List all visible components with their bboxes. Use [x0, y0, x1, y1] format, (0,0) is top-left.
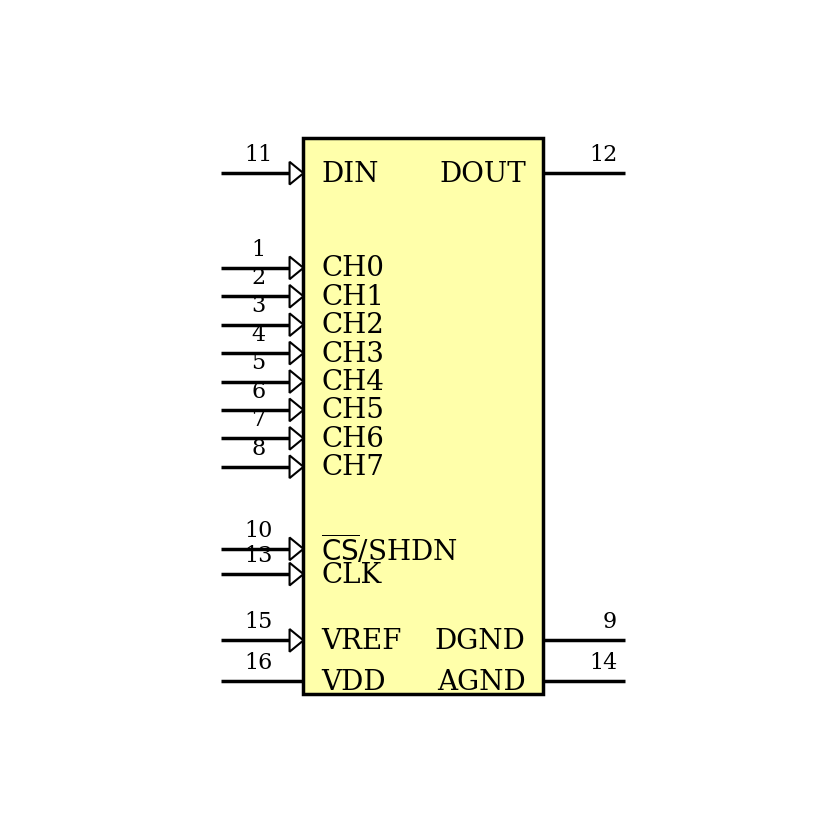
Text: 16: 16: [244, 651, 272, 673]
Polygon shape: [289, 428, 303, 450]
Bar: [303, 139, 543, 695]
Text: VDD: VDD: [321, 668, 385, 695]
Polygon shape: [289, 538, 303, 560]
Text: VREF: VREF: [321, 627, 401, 654]
Polygon shape: [289, 286, 303, 308]
Text: DOUT: DOUT: [438, 161, 525, 188]
Text: 6: 6: [251, 380, 265, 402]
Text: DGND: DGND: [434, 627, 525, 654]
Text: 3: 3: [251, 295, 265, 317]
Text: 15: 15: [244, 610, 272, 632]
Text: 14: 14: [588, 651, 617, 673]
Text: 9: 9: [603, 610, 617, 632]
Text: AGND: AGND: [437, 668, 525, 695]
Text: CH1: CH1: [321, 283, 383, 310]
Polygon shape: [289, 257, 303, 280]
Polygon shape: [289, 563, 303, 586]
Polygon shape: [289, 371, 303, 393]
Polygon shape: [289, 342, 303, 365]
Text: 10: 10: [244, 519, 272, 541]
Text: $\overline{\mathsf{CS}}$/SHDN: $\overline{\mathsf{CS}}$/SHDN: [321, 532, 458, 566]
Text: CH2: CH2: [321, 312, 383, 339]
Text: 1: 1: [251, 238, 265, 260]
Polygon shape: [289, 399, 303, 422]
Text: CH7: CH7: [321, 454, 383, 481]
Polygon shape: [289, 629, 303, 652]
Text: 7: 7: [251, 409, 265, 431]
Polygon shape: [289, 314, 303, 337]
Text: 13: 13: [244, 545, 272, 566]
Text: CH6: CH6: [321, 425, 383, 452]
Text: 12: 12: [588, 144, 617, 165]
Text: DIN: DIN: [321, 161, 378, 188]
Text: CH3: CH3: [321, 340, 383, 367]
Text: CLK: CLK: [321, 561, 381, 588]
Text: CH4: CH4: [321, 369, 383, 396]
Text: CH5: CH5: [321, 397, 383, 424]
Text: 4: 4: [251, 324, 265, 346]
Polygon shape: [289, 163, 303, 185]
Text: 2: 2: [251, 267, 265, 289]
Polygon shape: [289, 456, 303, 478]
Text: CH0: CH0: [321, 255, 383, 282]
Text: 11: 11: [244, 144, 272, 165]
Text: 8: 8: [251, 437, 265, 459]
Text: 5: 5: [251, 352, 265, 373]
